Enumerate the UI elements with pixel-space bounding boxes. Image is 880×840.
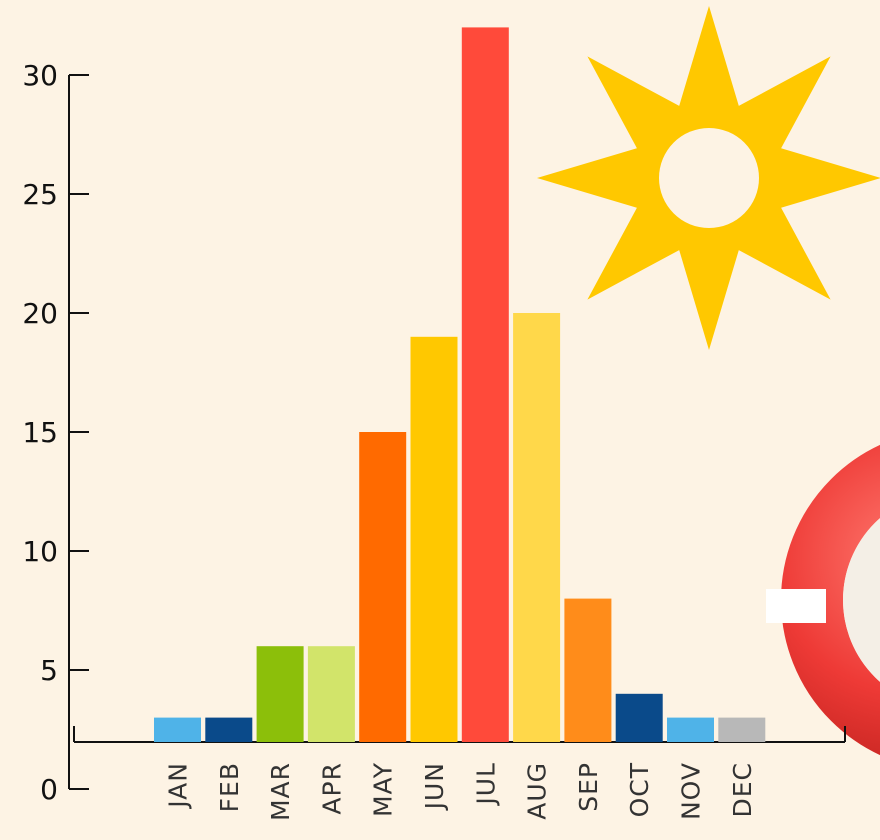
x-tick-label-aug: AUG: [523, 762, 552, 820]
x-tick-label-nov: NOV: [677, 762, 706, 820]
bar-aug: [513, 313, 561, 742]
x-tick-label-may: MAY: [369, 762, 398, 817]
sun-center: [659, 128, 759, 228]
y-tick-label: 30: [22, 59, 58, 92]
x-tick-label-sep: SEP: [574, 762, 603, 812]
bar-nov: [667, 717, 714, 742]
bar-dec: [718, 717, 766, 742]
bar-mar: [256, 646, 304, 742]
y-tick-label: 0: [40, 773, 58, 806]
bar-jul: [461, 27, 509, 742]
x-tick-label-mar: MAR: [266, 762, 295, 821]
bar-sep: [564, 598, 612, 742]
x-tick-label-jun: JUN: [420, 762, 449, 811]
lifebuoy-band: [766, 589, 826, 623]
lifebuoy-icon: [766, 444, 880, 756]
x-tick-label-jan: JAN: [164, 762, 193, 810]
bar-may: [359, 432, 407, 742]
bars: [154, 27, 766, 742]
bar-jan: [154, 717, 201, 742]
bar-apr: [307, 646, 355, 742]
x-tick-label-oct: OCT: [625, 762, 654, 817]
x-axis-labels: JAN FEB MAR APR MAY JUN JUL AUG SEP OCT NOV DEC: [164, 762, 757, 821]
y-tick-label: 25: [22, 178, 58, 211]
y-tick-label: 15: [22, 416, 58, 449]
bar-oct: [615, 693, 663, 742]
y-axis-ticks: 0 5 10 15 20 25 30: [22, 59, 89, 806]
bar-feb: [205, 717, 253, 742]
x-tick-label-feb: FEB: [215, 762, 244, 812]
x-tick-label-jul: JUL: [471, 762, 500, 807]
lifebuoy-hole: [843, 518, 880, 682]
sun-icon: [537, 6, 880, 350]
x-tick-label-dec: DEC: [728, 762, 757, 818]
y-tick-label: 20: [22, 297, 58, 330]
x-tick-label-apr: APR: [317, 762, 346, 815]
y-tick-label: 10: [22, 535, 58, 568]
bar-jun: [410, 336, 458, 742]
y-tick-label: 5: [40, 654, 58, 687]
